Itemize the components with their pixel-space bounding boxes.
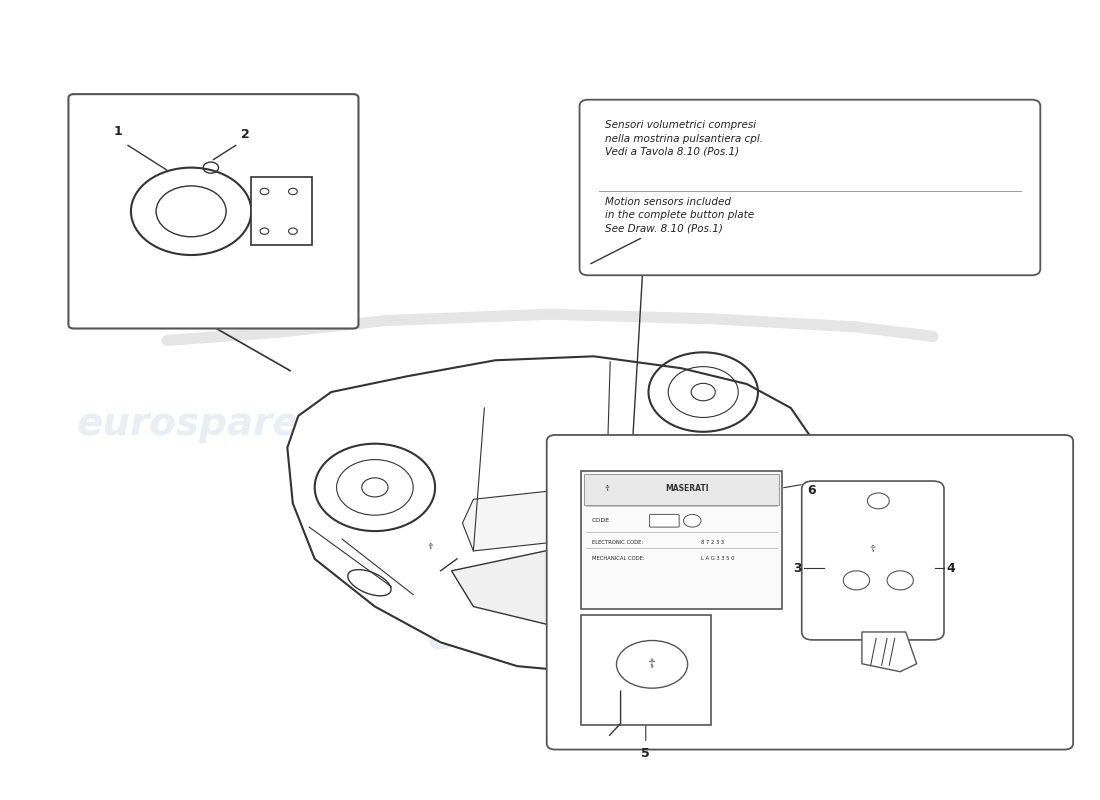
PathPatch shape <box>714 444 780 511</box>
FancyBboxPatch shape <box>584 474 779 505</box>
Text: 6: 6 <box>807 484 816 498</box>
FancyBboxPatch shape <box>581 614 711 725</box>
FancyBboxPatch shape <box>650 514 679 527</box>
Text: ☦: ☦ <box>427 542 432 551</box>
Text: eurospares: eurospares <box>559 405 804 443</box>
Text: ☦: ☦ <box>870 543 876 554</box>
Polygon shape <box>862 632 916 672</box>
Text: CODE: CODE <box>592 518 609 523</box>
Text: eurospares: eurospares <box>427 619 673 658</box>
Text: 5: 5 <box>641 747 650 760</box>
Text: 8 7 2 3 3: 8 7 2 3 3 <box>701 540 724 545</box>
Text: L A G 3 3 5 0: L A G 3 3 5 0 <box>701 556 735 561</box>
Text: 1: 1 <box>113 126 122 138</box>
Text: ☦: ☦ <box>648 658 656 671</box>
PathPatch shape <box>462 487 703 551</box>
PathPatch shape <box>287 356 824 674</box>
FancyBboxPatch shape <box>802 481 944 640</box>
FancyBboxPatch shape <box>251 177 311 245</box>
FancyBboxPatch shape <box>68 94 359 329</box>
FancyBboxPatch shape <box>580 100 1041 275</box>
Text: 2: 2 <box>242 129 250 142</box>
Text: 4: 4 <box>946 562 955 575</box>
Text: ☦: ☦ <box>604 485 609 494</box>
Text: Motion sensors included
in the complete button plate
See Draw. 8.10 (Pos.1): Motion sensors included in the complete … <box>605 198 754 234</box>
Text: MASERATI: MASERATI <box>666 485 708 494</box>
Text: ELECTRONIC CODE:: ELECTRONIC CODE: <box>592 540 642 545</box>
FancyBboxPatch shape <box>581 470 782 609</box>
Text: MECHANICAL CODE:: MECHANICAL CODE: <box>592 556 645 561</box>
Text: Sensori volumetrici compresi
nella mostrina pulsantiera cpl.
Vedi a Tavola 8.10 : Sensori volumetrici compresi nella mostr… <box>605 120 762 157</box>
PathPatch shape <box>451 543 725 630</box>
FancyBboxPatch shape <box>547 435 1074 750</box>
Text: 3: 3 <box>793 562 802 575</box>
Text: eurospares: eurospares <box>77 405 322 443</box>
